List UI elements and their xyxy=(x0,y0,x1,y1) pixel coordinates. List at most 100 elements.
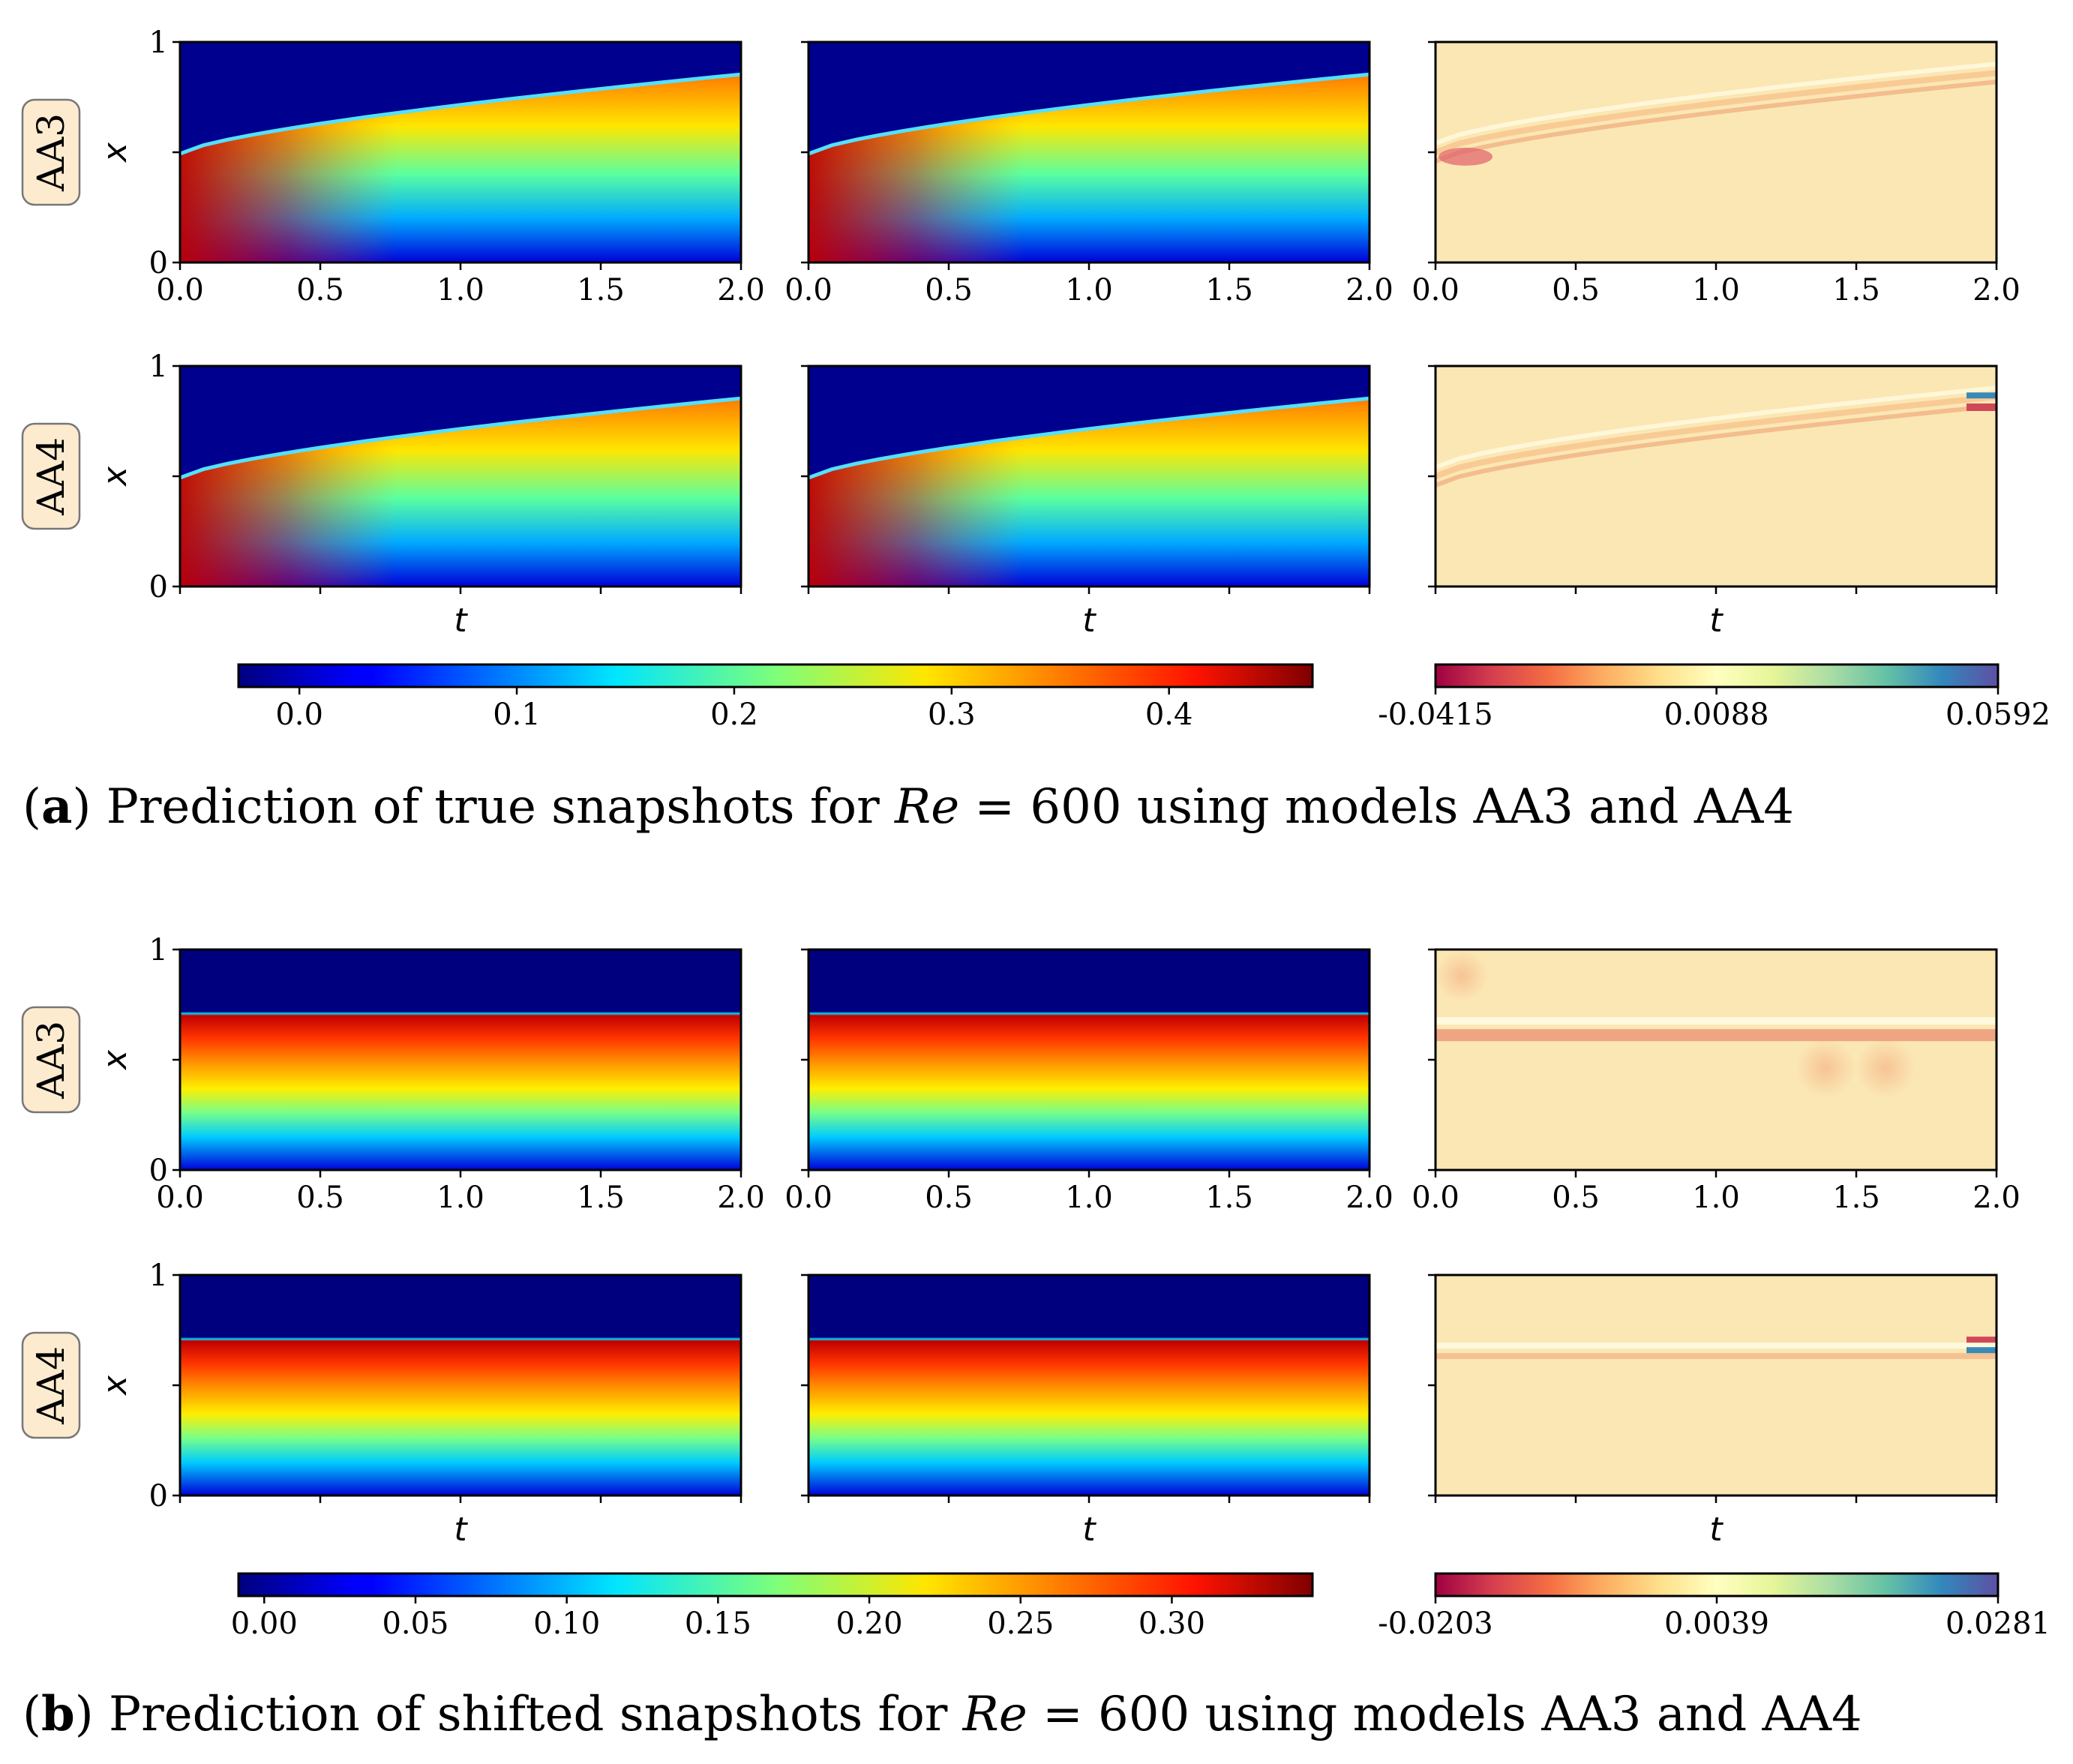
x-tick-label: 1.5 xyxy=(1832,273,1880,308)
x-tick-label: 1.0 xyxy=(1065,1180,1113,1215)
colorbar-error-a-tick-label: 0.0592 xyxy=(1946,698,2050,732)
x-axis-label: t xyxy=(1709,1510,1724,1549)
caption-a-var: Re xyxy=(895,779,960,835)
caption-b-suffix: = 600 using models AA3 and AA4 xyxy=(1027,1687,1862,1742)
heatmap-a-AA4-true: 0 1 x t xyxy=(96,350,742,640)
x-tick-label: 2.0 xyxy=(1346,273,1394,308)
colorbar-main-a-tick-label: 0.0 xyxy=(275,698,323,732)
x-tick-label: 0.5 xyxy=(1552,1180,1600,1215)
colorbar-error-a-tick-label: -0.0415 xyxy=(1378,698,1492,732)
x-tick-label: 0.5 xyxy=(925,1180,973,1215)
colorbar-error-b-tick-label: 0.0281 xyxy=(1946,1606,2050,1641)
y-tick-label-0: 0 xyxy=(149,1154,168,1188)
x-tick-label: 1.0 xyxy=(436,273,484,308)
heatmap-b-AA3-true: 0.0 0.5 1.0 1.5 2.0 0 1 x xyxy=(96,933,765,1215)
x-tick-label: 2.0 xyxy=(1972,1180,2020,1215)
x-tick-label: 0.0 xyxy=(784,1180,832,1215)
caption-b-label: b xyxy=(40,1686,75,1742)
caption-a-label: a xyxy=(40,778,73,835)
row-label-text: AA3 xyxy=(29,1021,73,1100)
colorbar-main-a-tick-label: 0.1 xyxy=(493,698,541,732)
y-tick-label-1: 1 xyxy=(149,1258,168,1293)
y-tick-label-1: 1 xyxy=(149,933,168,968)
x-tick-label: 2.0 xyxy=(1346,1180,1394,1215)
colorbar-main-a xyxy=(237,663,1314,688)
x-tick-label: 0.5 xyxy=(925,273,973,308)
heatmap-a-AA4-error: t xyxy=(1428,364,1998,640)
y-axis-label: x xyxy=(96,1375,134,1396)
x-tick-label: 1.5 xyxy=(1832,1180,1880,1215)
caption-a: (a) Prediction of true snapshots for Re … xyxy=(22,778,1794,835)
caption-b-var: Re xyxy=(962,1687,1028,1742)
caption-b: (b) Prediction of shifted snapshots for … xyxy=(22,1686,1862,1742)
x-axis-label: t xyxy=(454,1510,468,1549)
colorbar-main-b-tick-label: 0.20 xyxy=(836,1606,903,1641)
caption-b-text: Prediction of shifted snapshots for xyxy=(109,1687,963,1742)
colorbar-main-b-tick-label: 0.25 xyxy=(987,1606,1054,1641)
x-tick-label: 0.0 xyxy=(156,1180,204,1215)
colorbar-main-a-tick-label: 0.2 xyxy=(710,698,758,732)
x-tick-label: 0.0 xyxy=(156,273,204,308)
x-tick-label: 1.0 xyxy=(436,1180,484,1215)
row-label-AA4: AA4 xyxy=(21,1331,81,1439)
x-tick-label: 2.0 xyxy=(1972,273,2020,308)
x-tick-label: 1.5 xyxy=(1205,1180,1253,1215)
x-tick-label: 1.5 xyxy=(1205,273,1253,308)
colorbar-error-b xyxy=(1434,1572,2000,1598)
heatmap-b-AA3-predicted: 0.0 0.5 1.0 1.5 2.0 xyxy=(784,948,1394,1215)
x-tick-label: 0.0 xyxy=(1412,1180,1460,1215)
y-tick-label-1: 1 xyxy=(149,26,168,60)
caption-a-suffix: = 600 using models AA3 and AA4 xyxy=(959,779,1794,835)
y-axis-label: x xyxy=(96,466,134,488)
row-label-text: AA3 xyxy=(29,113,73,192)
x-tick-label: 1.0 xyxy=(1692,273,1740,308)
heatmap-a-AA4-predicted: t xyxy=(801,364,1371,640)
x-tick-label: 1.0 xyxy=(1692,1180,1740,1215)
colorbar-main-b-tick-label: 0.15 xyxy=(685,1606,752,1641)
colorbar-error-a-tick-label: 0.0088 xyxy=(1664,698,1769,732)
row-label-text: AA4 xyxy=(29,437,73,516)
colorbar-main-a-tick-label: 0.3 xyxy=(928,698,976,732)
caption-a-text: Prediction of true snapshots for xyxy=(106,779,895,835)
x-axis-label: t xyxy=(1082,1510,1096,1549)
heatmap-b-AA4-predicted: t xyxy=(801,1274,1371,1549)
x-tick-label: 2.0 xyxy=(717,1180,765,1215)
row-label-AA3: AA3 xyxy=(21,98,81,206)
colorbar-main-b-tick-label: 0.05 xyxy=(382,1606,448,1641)
colorbar-main-b xyxy=(237,1572,1314,1598)
x-tick-label: 0.5 xyxy=(1552,273,1600,308)
x-tick-label: 1.0 xyxy=(1065,273,1113,308)
colorbar-error-a xyxy=(1434,663,2000,688)
x-tick-label: 0.0 xyxy=(784,273,832,308)
row-label-AA3: AA3 xyxy=(21,1006,81,1114)
row-label-text: AA4 xyxy=(29,1346,73,1425)
y-tick-label-0: 0 xyxy=(149,570,168,604)
x-tick-label: 2.0 xyxy=(717,273,765,308)
colorbar-error-b-tick-label: -0.0203 xyxy=(1378,1606,1492,1641)
heatmap-a-AA3-true: 0.0 0.5 1.0 1.5 2.0 0 1 x xyxy=(96,26,765,308)
heatmap-a-AA3-error: 0.0 0.5 1.0 1.5 2.0 xyxy=(1412,40,2020,308)
y-axis-label: x xyxy=(96,1049,134,1071)
x-axis-label: t xyxy=(454,602,468,640)
x-tick-label: 0.5 xyxy=(296,273,344,308)
x-axis-label: t xyxy=(1709,602,1724,640)
x-tick-label: 1.5 xyxy=(577,273,625,308)
colorbar-main-a-tick-label: 0.4 xyxy=(1145,698,1193,732)
x-axis-label: t xyxy=(1082,602,1096,640)
heatmap-b-AA3-error: 0.0 0.5 1.0 1.5 2.0 xyxy=(1412,948,2020,1215)
y-axis-label: x xyxy=(96,142,134,164)
heatmap-b-AA4-error: t xyxy=(1428,1274,1998,1549)
y-tick-label-0: 0 xyxy=(149,246,168,280)
colorbar-main-b-tick-label: 0.10 xyxy=(533,1606,600,1641)
colorbar-main-b-tick-label: 0.00 xyxy=(231,1606,298,1641)
heatmap-b-AA4-true: 0 1 x t xyxy=(96,1258,742,1549)
colorbar-main-b-tick-label: 0.30 xyxy=(1138,1606,1205,1641)
row-label-AA4: AA4 xyxy=(21,422,81,530)
y-tick-label-0: 0 xyxy=(149,1479,168,1514)
colorbar-error-b-tick-label: 0.0039 xyxy=(1664,1606,1769,1641)
heatmap-a-AA3-predicted: 0.0 0.5 1.0 1.5 2.0 xyxy=(784,40,1394,308)
y-tick-label-1: 1 xyxy=(149,350,168,384)
x-tick-label: 0.5 xyxy=(296,1180,344,1215)
x-tick-label: 0.0 xyxy=(1412,273,1460,308)
